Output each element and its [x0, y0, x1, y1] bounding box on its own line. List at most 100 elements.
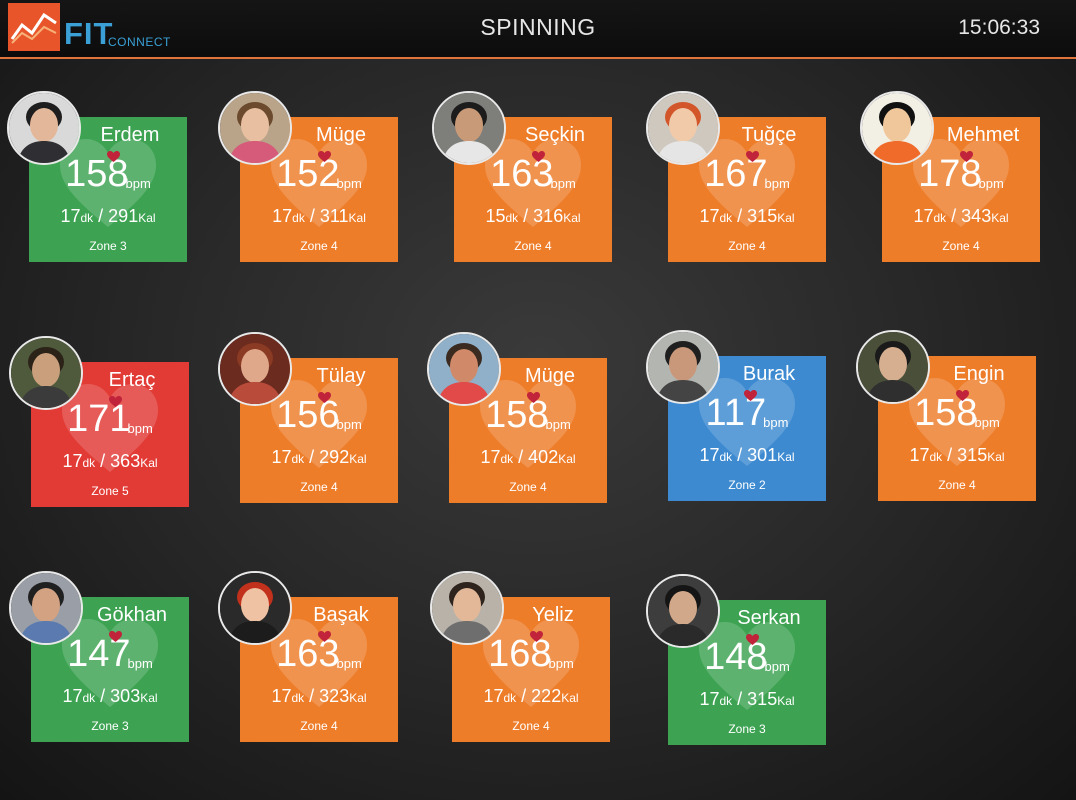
bpm-unit: bpm	[336, 656, 362, 671]
bpm-value: 147	[67, 633, 131, 675]
heart-icon	[959, 151, 973, 162]
duration-value: 17	[62, 686, 83, 706]
participant-tile-7[interactable]: Tülay 156bpm 17dk / 292Kal Zone 4	[218, 332, 398, 503]
duration-value: 15	[485, 206, 506, 226]
heart-icon	[745, 634, 759, 645]
heart-icon	[955, 390, 969, 401]
heart-background-icon	[271, 380, 367, 468]
duration-unit: dk	[719, 211, 733, 225]
separator: /	[95, 451, 111, 471]
bpm-unit: bpm	[550, 176, 576, 191]
participant-tile-6[interactable]: Ertaç 171bpm 17dk / 363Kal Zone 5	[9, 336, 189, 507]
participant-tile-2[interactable]: Müge 152bpm 17dk / 311Kal Zone 4	[218, 91, 398, 262]
bpm-unit: bpm	[978, 176, 1004, 191]
participant-tile-12[interactable]: Başak 163bpm 17dk / 323Kal Zone 4	[218, 571, 398, 742]
separator: /	[304, 206, 320, 226]
participant-tile-5[interactable]: Mehmet 178bpm 17dk / 343Kal Zone 4	[860, 91, 1040, 262]
participant-tile-13[interactable]: Yeliz 168bpm 17dk / 222Kal Zone 4	[430, 571, 610, 742]
heart-rate: 163bpm	[454, 151, 612, 195]
avatar	[218, 91, 292, 165]
heart-icon	[108, 631, 122, 642]
heart-icon	[106, 151, 120, 162]
duration-calories: 17dk / 311Kal	[240, 206, 398, 227]
avatar	[856, 330, 930, 404]
bpm-value: 163	[276, 633, 340, 675]
bpm-value: 168	[488, 633, 552, 675]
heart-background-icon	[483, 619, 579, 707]
duration-calories: 17dk / 323Kal	[240, 686, 398, 707]
calories-value: 316	[533, 206, 564, 226]
participant-tile-4[interactable]: Tuğçe 167bpm 17dk / 315Kal Zone 4	[646, 91, 826, 262]
bpm-value: 167	[704, 153, 768, 195]
heart-rate: 158bpm	[878, 390, 1036, 433]
participant-name: Erdem	[100, 124, 160, 146]
duration-calories: 17dk / 292Kal	[240, 447, 398, 468]
calories-unit: Kal	[777, 694, 795, 708]
heart-rate: 148bpm	[668, 634, 826, 677]
bpm-unit: bpm	[545, 417, 571, 432]
avatar	[860, 91, 934, 165]
duration-value: 17	[699, 445, 720, 465]
heart-background-icon	[485, 139, 581, 227]
participant-name: Müge	[524, 365, 576, 387]
duration-calories: 17dk / 301Kal	[668, 445, 826, 466]
calories-unit: Kal	[349, 452, 367, 466]
zone-label: Zone 4	[942, 239, 980, 253]
calories-value: 402	[528, 447, 559, 467]
page-title: SPINNING	[480, 14, 596, 40]
heart-background-icon	[480, 380, 576, 468]
participant-name: Mehmet	[946, 124, 1020, 146]
participant-name: Tülay	[316, 365, 366, 387]
bpm-value: 158	[485, 394, 549, 436]
duration-calories: 17dk / 315Kal	[668, 206, 826, 227]
heart-rate: 178bpm	[882, 151, 1040, 194]
participant-tile-8[interactable]: Müge 158bpm 17dk / 402Kal Zone 4	[427, 332, 607, 503]
bpm-value: 171	[67, 398, 131, 440]
duration-calories: 17dk / 303Kal	[31, 686, 189, 707]
bpm-value: 156	[276, 394, 340, 436]
logo-connect-text: CONNECT	[108, 35, 171, 49]
heart-background-icon	[60, 139, 156, 227]
zone-label: Zone 3	[91, 719, 129, 733]
calories-unit: Kal	[348, 211, 366, 225]
duration-unit: dk	[82, 691, 96, 705]
participant-tile-14[interactable]: Serkan 148bpm 17dk / 315Kal Zone 3	[646, 574, 826, 745]
separator: /	[732, 445, 748, 465]
calories-unit: Kal	[563, 211, 581, 225]
duration-value: 17	[62, 451, 83, 471]
bpm-value: 163	[490, 153, 554, 195]
participant-tile-1[interactable]: Erdem 158bpm 17dk / 291Kal Zone 3	[7, 91, 187, 262]
bpm-unit: bpm	[336, 176, 362, 191]
zone-label: Zone 4	[300, 480, 338, 494]
calories-value: 323	[319, 686, 350, 706]
calories-value: 315	[747, 206, 778, 226]
heart-icon	[526, 392, 540, 403]
zone-label: Zone 3	[89, 239, 127, 253]
duration-unit: dk	[292, 211, 305, 225]
calories-value: 292	[319, 447, 350, 467]
heart-background-icon	[699, 378, 795, 466]
participant-tile-10[interactable]: Engin 158bpm 17dk / 315Kal Zone 4	[856, 330, 1036, 501]
participant-tile-11[interactable]: Gökhan 147bpm 17dk / 303Kal Zone 3	[9, 571, 189, 742]
avatar	[427, 332, 501, 406]
participant-tile-3[interactable]: Seçkin 163bpm 15dk / 316Kal Zone 4	[432, 91, 612, 262]
heart-background-icon	[62, 384, 158, 472]
duration-calories: 17dk / 343Kal	[882, 206, 1040, 227]
duration-value: 17	[271, 447, 292, 467]
zone-label: Zone 4	[728, 239, 766, 253]
bpm-unit: bpm	[974, 415, 1000, 430]
heart-icon	[531, 151, 545, 162]
duration-unit: dk	[500, 452, 514, 466]
logo-fit-text: FIT	[64, 16, 114, 51]
heart-icon	[744, 390, 758, 401]
zone-label: Zone 5	[91, 484, 129, 498]
separator: /	[518, 206, 534, 226]
participant-name: Engin	[953, 363, 1005, 385]
bpm-unit: bpm	[336, 417, 362, 432]
participant-tile-9[interactable]: Burak 117bpm 17dk / 301Kal Zone 2	[646, 330, 826, 501]
calories-unit: Kal	[777, 211, 795, 225]
bpm-unit: bpm	[548, 656, 574, 671]
separator: /	[304, 447, 320, 467]
zone-label: Zone 4	[512, 719, 550, 733]
calories-unit: Kal	[987, 450, 1005, 464]
